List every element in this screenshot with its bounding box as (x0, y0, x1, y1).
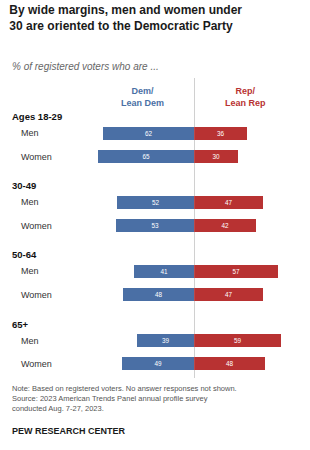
svg-text:47: 47 (225, 291, 233, 298)
svg-text:65+: 65+ (12, 319, 29, 330)
svg-text:Men: Men (21, 197, 39, 207)
svg-text:65: 65 (143, 153, 151, 160)
svg-text:Women: Women (21, 152, 52, 162)
svg-text:48: 48 (226, 360, 234, 367)
svg-text:49: 49 (155, 360, 163, 367)
svg-text:39: 39 (162, 337, 170, 344)
svg-text:41: 41 (161, 268, 169, 275)
svg-text:Rep/Lean Rep: Rep/Lean Rep (225, 86, 266, 108)
svg-text:57: 57 (232, 268, 240, 275)
svg-text:36: 36 (217, 130, 225, 137)
svg-text:Women: Women (21, 290, 52, 300)
svg-text:30: 30 (212, 153, 220, 160)
svg-text:53: 53 (152, 222, 160, 229)
svg-text:Dem/Lean Dem: Dem/Lean Dem (121, 86, 164, 108)
svg-text:Ages 18-29: Ages 18-29 (12, 111, 62, 122)
svg-text:By wide margins, men and women: By wide margins, men and women under30 a… (9, 3, 242, 33)
svg-text:47: 47 (225, 199, 233, 206)
svg-text:50-64: 50-64 (12, 249, 37, 260)
svg-text:PEW RESEARCH CENTER: PEW RESEARCH CENTER (12, 426, 126, 436)
svg-text:52: 52 (152, 199, 160, 206)
svg-text:Women: Women (21, 221, 52, 231)
svg-text:Men: Men (21, 266, 39, 276)
svg-text:59: 59 (234, 337, 242, 344)
svg-text:62: 62 (145, 130, 153, 137)
svg-text:42: 42 (221, 222, 229, 229)
svg-text:Men: Men (21, 336, 39, 346)
svg-text:Men: Men (21, 128, 39, 138)
svg-text:Women: Women (21, 359, 52, 369)
svg-text:% of registered voters who are: % of registered voters who are ... (12, 61, 159, 72)
svg-text:30-49: 30-49 (12, 180, 36, 191)
svg-text:Note: Based on registered vote: Note: Based on registered voters. No ans… (12, 384, 237, 413)
svg-text:48: 48 (155, 291, 163, 298)
